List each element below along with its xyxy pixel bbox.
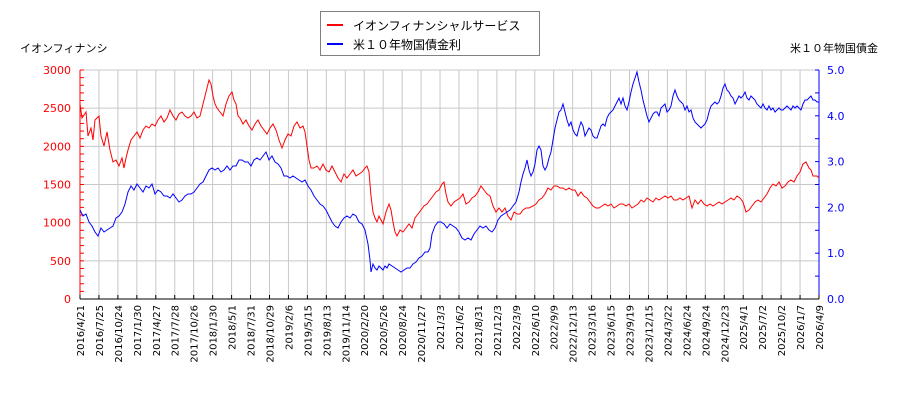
x-tick-label: 2025/4/1 bbox=[739, 305, 750, 350]
left-tick-label: 2000 bbox=[43, 140, 71, 153]
x-tick-label: 2021/8/31 bbox=[474, 305, 485, 356]
x-axis: 2016/4/21 2016/7/25 2016/10/24 2017/1/30 201… bbox=[76, 295, 826, 363]
x-tick-label: 2019/2/6 bbox=[284, 305, 295, 350]
left-tick-label: 0 bbox=[64, 293, 71, 306]
x-tick-label: 2022/6/10 bbox=[531, 305, 542, 356]
x-tick-label: 2016/4/21 bbox=[76, 305, 87, 356]
x-tick-label: 2020/11/27 bbox=[417, 305, 428, 363]
left-tick-label: 3000 bbox=[43, 64, 71, 77]
blue-line-swatch-icon bbox=[327, 43, 343, 45]
right-axis-title: 米１０年物国債金 bbox=[790, 42, 878, 55]
x-tick-label: 2026/1/7 bbox=[796, 305, 807, 350]
x-tick-label: 2023/3/16 bbox=[588, 305, 599, 356]
right-tick-label: 5.0 bbox=[827, 64, 845, 77]
x-tick-label: 2017/10/26 bbox=[190, 305, 201, 363]
red-line-swatch-icon bbox=[327, 24, 343, 26]
x-tick-label: 2023/6/15 bbox=[607, 305, 618, 356]
x-tick-label: 2019/11/14 bbox=[341, 305, 352, 363]
x-tick-label: 2020/5/26 bbox=[379, 305, 390, 356]
x-tick-label: 2018/1/30 bbox=[209, 305, 220, 356]
x-tick-label: 2018/5/1 bbox=[228, 305, 239, 350]
right-tick-label: 2.0 bbox=[827, 201, 845, 214]
x-tick-label: 2017/4/27 bbox=[152, 305, 163, 356]
x-tick-label: 2024/6/24 bbox=[682, 305, 693, 356]
right-tick-label: 0.0 bbox=[827, 293, 845, 306]
legend-label-yield: 米１０年物国債金利 bbox=[353, 37, 462, 52]
x-tick-label: 2021/3/3 bbox=[436, 305, 447, 350]
x-tick-label: 2020/8/24 bbox=[398, 305, 409, 356]
x-tick-label: 2022/12/13 bbox=[569, 305, 580, 363]
right-tick-label: 4.0 bbox=[827, 110, 845, 123]
x-tick-label: 2025/7/2 bbox=[758, 305, 769, 350]
x-tick-label: 2016/10/24 bbox=[114, 305, 125, 363]
left-tick-label: 1500 bbox=[43, 179, 71, 192]
chart-legend: イオンフィナンシャルサービス 米１０年物国債金利 bbox=[320, 11, 540, 56]
legend-item-yield: 米１０年物国債金利 bbox=[327, 36, 461, 52]
x-tick-label: 2024/9/24 bbox=[701, 305, 712, 356]
x-tick-label: 2019/8/13 bbox=[322, 305, 333, 356]
right-tick-label: 1.0 bbox=[827, 247, 845, 260]
aeon-financial-series-line bbox=[79, 78, 820, 238]
x-tick-label: 2024/12/23 bbox=[720, 305, 731, 363]
right-tick-label: 3.0 bbox=[827, 156, 845, 169]
x-tick-label: 2023/12/15 bbox=[644, 305, 655, 363]
x-tick-label: 2023/9/19 bbox=[626, 305, 637, 356]
left-axis-title: イオンフィナンシ bbox=[20, 42, 108, 55]
left-tick-label: 500 bbox=[50, 255, 71, 268]
x-tick-label: 2016/7/25 bbox=[95, 305, 106, 356]
left-y-axis: 0 500 1000 1500 2000 2500 3000 bbox=[43, 64, 84, 306]
x-tick-label: 2021/12/3 bbox=[493, 305, 504, 356]
left-tick-label: 1000 bbox=[43, 217, 71, 230]
legend-label-aeon: イオンフィナンシャルサービス bbox=[353, 18, 521, 33]
x-tick-label: 2019/5/15 bbox=[303, 305, 314, 356]
right-y-axis: 0.0 1.0 2.0 3.0 4.0 5.0 bbox=[815, 64, 845, 306]
x-tick-label: 2017/7/28 bbox=[171, 305, 182, 356]
left-tick-label: 2500 bbox=[43, 102, 71, 115]
x-tick-label: 2024/3/22 bbox=[663, 305, 674, 356]
x-tick-label: 2021/6/2 bbox=[455, 305, 466, 350]
x-tick-label: 2022/3/9 bbox=[512, 305, 523, 350]
legend-item-aeon: イオンフィナンシャルサービス bbox=[327, 17, 520, 33]
x-tick-label: 2018/10/29 bbox=[265, 305, 276, 363]
x-tick-label: 2020/2/20 bbox=[360, 305, 371, 356]
x-tick-label: 2018/7/31 bbox=[247, 305, 258, 356]
x-tick-label: 2022/9/9 bbox=[550, 305, 561, 350]
x-tick-label: 2017/1/30 bbox=[133, 305, 144, 356]
grid-lines bbox=[80, 69, 819, 299]
us-10y-yield-series-line bbox=[79, 70, 819, 273]
x-tick-label: 2025/10/2 bbox=[777, 305, 788, 356]
x-tick-label: 2026/4/9 bbox=[815, 305, 826, 350]
